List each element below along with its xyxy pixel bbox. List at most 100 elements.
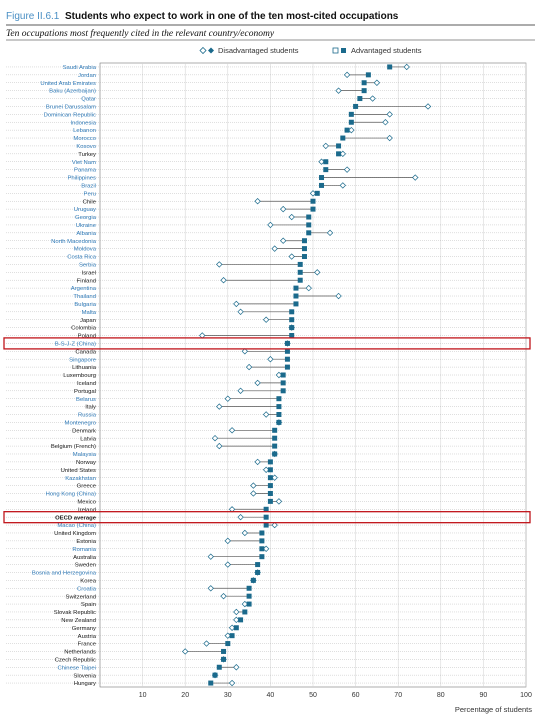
advantaged-point bbox=[267, 483, 273, 489]
disadvantaged-point bbox=[386, 134, 393, 142]
country-label: Belgium (French) bbox=[51, 444, 96, 450]
advantaged-point bbox=[267, 459, 273, 465]
chart-row: Morocco bbox=[6, 134, 526, 142]
advantaged-point bbox=[336, 151, 342, 157]
country-label: Saudi Arabia bbox=[63, 65, 97, 71]
advantaged-point bbox=[246, 593, 252, 599]
advantaged-point bbox=[246, 585, 252, 591]
country-label: Ireland bbox=[78, 507, 96, 513]
country-label: Austria bbox=[78, 634, 97, 640]
chart-row: Qatar bbox=[6, 95, 526, 103]
country-label: Poland bbox=[78, 334, 96, 340]
advantaged-point bbox=[353, 103, 359, 109]
chart-row: Chinese Taipei bbox=[6, 664, 526, 671]
chart-row: Chile bbox=[6, 198, 526, 205]
disadvantaged-point bbox=[279, 237, 287, 244]
country-label: Chile bbox=[83, 199, 97, 205]
chart-row: Czech Republic bbox=[6, 656, 526, 663]
disadvantaged-point bbox=[322, 142, 329, 150]
disadvantaged-point bbox=[220, 592, 227, 600]
disadvantaged-point bbox=[237, 387, 244, 394]
highlight-box bbox=[3, 511, 531, 524]
advantaged-point bbox=[340, 135, 346, 141]
chart-row: Portugal bbox=[6, 387, 526, 395]
chart-row: Moldova bbox=[6, 245, 526, 253]
country-label: Portugal bbox=[74, 389, 96, 395]
disadvantaged-point bbox=[275, 498, 283, 505]
chart-row: Lithuania bbox=[6, 363, 526, 371]
chart-row: Netherlands bbox=[6, 648, 526, 656]
chart-row: Russia bbox=[6, 411, 526, 419]
advantaged-point bbox=[336, 143, 342, 149]
country-label: Slovenia bbox=[73, 673, 96, 679]
advantaged-point bbox=[314, 190, 320, 196]
country-label: Japan bbox=[80, 318, 96, 324]
country-label: Malaysia bbox=[73, 452, 97, 458]
country-label: Slovak Republic bbox=[54, 610, 96, 616]
chart-row: Japan bbox=[6, 316, 526, 324]
x-tick-label: 50 bbox=[309, 692, 317, 699]
x-tick-label: 80 bbox=[437, 692, 445, 699]
disadvantaged-point bbox=[382, 119, 389, 126]
country-label: Spain bbox=[81, 602, 96, 608]
disadvantaged-point bbox=[412, 174, 419, 181]
chart-row: Serbia bbox=[6, 261, 526, 269]
advantaged-point bbox=[319, 175, 325, 181]
country-label: Dominican Republic bbox=[44, 112, 96, 118]
advantaged-point bbox=[255, 569, 261, 575]
disadvantaged-point bbox=[211, 434, 219, 442]
advantaged-point bbox=[233, 625, 239, 631]
country-label: Iceland bbox=[77, 381, 96, 387]
chart-row: Kosovo bbox=[6, 142, 526, 150]
figure-title: Students who expect to work in one of th… bbox=[65, 11, 399, 22]
chart-row: Malta bbox=[6, 308, 526, 316]
country-label: United Kingdom bbox=[54, 531, 96, 537]
country-label: Israel bbox=[82, 270, 96, 276]
country-label: B-S-J-Z (China) bbox=[55, 342, 96, 348]
chart-row: Norway bbox=[6, 458, 526, 466]
advantaged-point bbox=[250, 577, 256, 583]
country-label: Romania bbox=[72, 547, 96, 553]
chart-row: Montenegro bbox=[6, 419, 526, 426]
chart-row: Germany bbox=[6, 624, 526, 632]
advantaged-point bbox=[289, 317, 295, 323]
disadvantaged-point bbox=[250, 482, 257, 489]
x-axis-ticks: 10 20 30 40 50 60 70 80 90 100 bbox=[139, 692, 532, 699]
disadvantaged-point bbox=[288, 253, 295, 260]
chart-row: Spain bbox=[6, 600, 526, 608]
chart-row: Saudi Arabia bbox=[6, 63, 526, 71]
chart-row: Hungary bbox=[6, 679, 526, 687]
advantaged-point bbox=[284, 356, 290, 362]
advantaged-point bbox=[344, 127, 350, 133]
country-label: Moldova bbox=[74, 247, 97, 253]
x-tick-label: 100 bbox=[520, 692, 532, 699]
chart-row: Georgia bbox=[6, 213, 526, 221]
disadvantaged-point bbox=[403, 63, 410, 71]
disadvantaged-point bbox=[241, 529, 249, 537]
chart-row: Argentina bbox=[6, 284, 526, 292]
advantaged-point bbox=[361, 80, 367, 86]
disadvantaged-point bbox=[233, 608, 240, 616]
legend-disadvantaged-diamond-icon bbox=[208, 47, 214, 54]
advantaged-point bbox=[301, 238, 307, 244]
chart-row: Poland bbox=[6, 332, 526, 340]
disadvantaged-point bbox=[343, 166, 351, 173]
advantaged-point bbox=[293, 293, 299, 299]
advantaged-point bbox=[263, 522, 269, 528]
advantaged-point bbox=[263, 514, 269, 520]
chart-row: Brunei Darussalam bbox=[6, 103, 526, 111]
country-label: Norway bbox=[76, 460, 96, 466]
country-label: Denmark bbox=[72, 428, 96, 434]
country-label: Latvia bbox=[80, 436, 96, 442]
chart-row: Belgium (French) bbox=[6, 442, 526, 450]
advantaged-point bbox=[306, 222, 312, 228]
advantaged-point bbox=[259, 554, 265, 560]
disadvantaged-point bbox=[245, 363, 253, 371]
advantaged-point bbox=[272, 443, 278, 449]
chart-row: Estonia bbox=[6, 537, 526, 545]
country-label: Kosovo bbox=[76, 144, 96, 150]
country-label: Serbia bbox=[79, 263, 97, 269]
chart-row: Mexico bbox=[6, 498, 526, 505]
disadvantaged-point bbox=[262, 411, 270, 418]
chart-row: North Macedonia bbox=[6, 237, 526, 245]
